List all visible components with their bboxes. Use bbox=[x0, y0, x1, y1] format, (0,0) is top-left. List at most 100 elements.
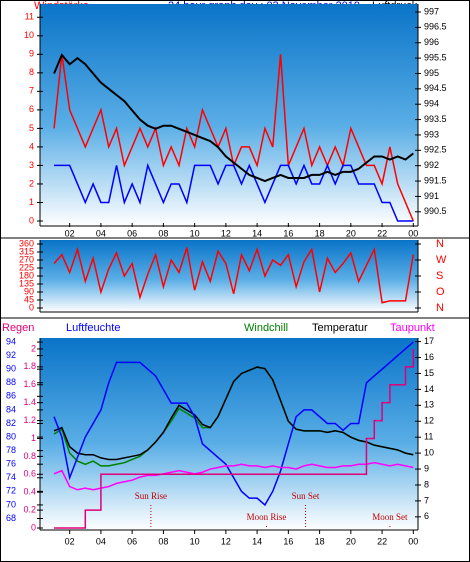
x-tick-label: 02 bbox=[65, 536, 75, 546]
tick-label: 994 bbox=[424, 99, 439, 109]
tick-label: 2 bbox=[31, 343, 36, 353]
tick-label: 74 bbox=[6, 472, 16, 482]
legend-label: Taupunkt bbox=[390, 322, 435, 334]
tick-label: 10 bbox=[24, 30, 34, 40]
annotation: Sun Set bbox=[292, 491, 320, 501]
tick-label: N bbox=[436, 238, 444, 250]
tick-label: 0.6 bbox=[23, 469, 36, 479]
x-tick-label: 06 bbox=[127, 228, 137, 238]
tick-label: 993 bbox=[424, 129, 439, 139]
tick-label: 995.5 bbox=[424, 52, 447, 62]
tick-label: 360 bbox=[19, 238, 34, 248]
x-tick-label: 12 bbox=[221, 228, 231, 238]
tick-label: 996 bbox=[424, 37, 439, 47]
x-tick-label: 12 bbox=[221, 536, 231, 546]
tick-label: 72 bbox=[6, 486, 16, 496]
x-tick-label: 00 bbox=[408, 228, 418, 238]
tick-label: 8 bbox=[29, 67, 34, 77]
tick-label: 997 bbox=[424, 6, 439, 16]
tick-label: 1.8 bbox=[23, 361, 36, 371]
tick-label: 3 bbox=[29, 160, 34, 170]
tick-label: 9 bbox=[424, 463, 429, 473]
tick-label: 94 bbox=[6, 336, 16, 346]
data-line bbox=[53, 53, 414, 183]
temperature-axis-label: Temperatur bbox=[312, 322, 368, 334]
tick-label: 86 bbox=[6, 391, 16, 401]
tick-label: 1 bbox=[29, 197, 34, 207]
tick-label: 0.8 bbox=[23, 451, 36, 461]
annotation: Moon Set bbox=[372, 512, 408, 522]
tick-label: 0 bbox=[29, 302, 34, 312]
tick-label: N bbox=[436, 302, 444, 314]
tick-label: 15 bbox=[424, 368, 434, 378]
tick-label: 180 bbox=[19, 270, 34, 280]
tick-label: 16 bbox=[424, 352, 434, 362]
tick-label: 76 bbox=[6, 459, 16, 469]
tick-label: 82 bbox=[6, 418, 16, 428]
tick-label: 2 bbox=[29, 178, 34, 188]
tick-label: S bbox=[436, 270, 443, 282]
x-tick-label: 22 bbox=[377, 228, 387, 238]
x-tick-label: 02 bbox=[65, 228, 75, 238]
tick-label: 996.5 bbox=[424, 22, 447, 32]
data-line bbox=[53, 341, 414, 507]
tick-label: W bbox=[436, 254, 447, 266]
tick-label: 90 bbox=[24, 286, 34, 296]
tick-label: 10 bbox=[424, 447, 434, 457]
tick-label: 0.4 bbox=[23, 487, 36, 497]
tick-label: 1.2 bbox=[23, 415, 36, 425]
x-tick-label: 14 bbox=[252, 228, 262, 238]
tick-label: 992.5 bbox=[424, 145, 447, 155]
tick-label: 270 bbox=[19, 254, 34, 264]
tick-label: 84 bbox=[6, 404, 16, 414]
tick-label: 80 bbox=[6, 431, 16, 441]
legend-label: Windchill bbox=[244, 322, 288, 334]
x-tick-label: 08 bbox=[158, 228, 168, 238]
x-tick-label: 16 bbox=[283, 228, 293, 238]
tick-label: 225 bbox=[19, 262, 34, 272]
tick-label: 315 bbox=[19, 246, 34, 256]
tick-label: 991.5 bbox=[424, 175, 447, 185]
tick-label: 5 bbox=[29, 123, 34, 133]
tick-label: 88 bbox=[6, 377, 16, 387]
tick-label: 68 bbox=[6, 513, 16, 523]
tick-label: 1 bbox=[31, 433, 36, 443]
x-tick-label: 14 bbox=[252, 536, 262, 546]
tick-label: 70 bbox=[6, 499, 16, 509]
tick-label: 995 bbox=[424, 68, 439, 78]
tick-label: 1.4 bbox=[23, 397, 36, 407]
x-tick-label: 10 bbox=[190, 228, 200, 238]
tick-label: 992 bbox=[424, 160, 439, 170]
rain-axis-label: Regen bbox=[2, 322, 34, 334]
plot-background bbox=[40, 338, 418, 530]
tick-label: 991 bbox=[424, 191, 439, 201]
tick-label: 14 bbox=[424, 384, 434, 394]
tick-label: 6 bbox=[29, 104, 34, 114]
x-tick-label: 06 bbox=[127, 536, 137, 546]
tick-label: 1.6 bbox=[23, 379, 36, 389]
tick-label: 0 bbox=[29, 215, 34, 225]
data-line bbox=[53, 246, 415, 304]
tick-label: 0 bbox=[31, 522, 36, 532]
tick-label: 11 bbox=[424, 432, 433, 442]
x-tick-label: 18 bbox=[315, 228, 325, 238]
tick-label: 0.2 bbox=[23, 504, 36, 514]
tick-label: 993.5 bbox=[424, 114, 447, 124]
x-tick-label: 04 bbox=[96, 228, 106, 238]
data-line bbox=[53, 461, 414, 491]
tick-label: 990.5 bbox=[424, 206, 447, 216]
annotation: Sun Rise bbox=[135, 491, 167, 501]
tick-label: 8 bbox=[424, 479, 429, 489]
x-tick-label: 20 bbox=[346, 536, 356, 546]
tick-label: 12 bbox=[424, 416, 434, 426]
tick-label: 4 bbox=[29, 141, 34, 151]
tick-label: 994.5 bbox=[424, 83, 447, 93]
humidity-axis-label: Luftfeuchte bbox=[66, 322, 120, 334]
tick-label: 11 bbox=[25, 12, 34, 22]
tick-label: 135 bbox=[19, 278, 34, 288]
tick-label: 9 bbox=[29, 49, 34, 59]
data-line bbox=[54, 348, 415, 529]
tick-label: 45 bbox=[24, 294, 34, 304]
x-tick-label: 08 bbox=[158, 536, 168, 546]
